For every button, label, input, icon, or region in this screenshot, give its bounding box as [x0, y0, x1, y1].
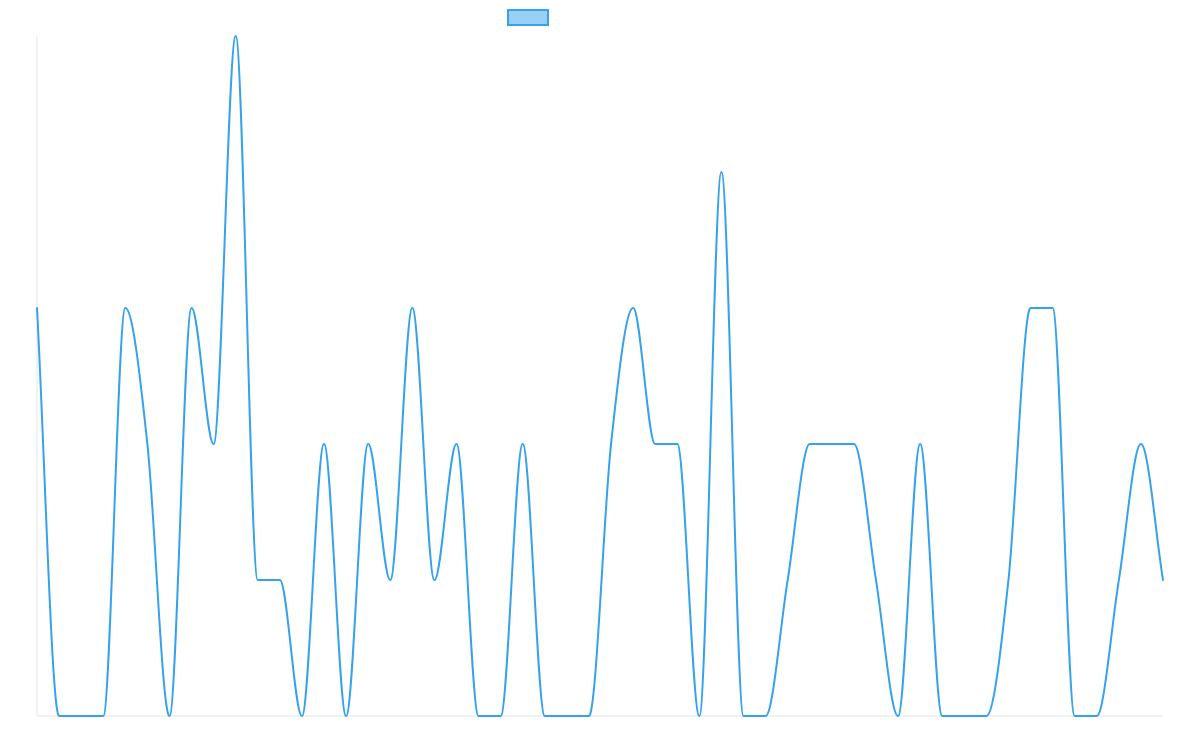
series-line-0 [36, 35, 1164, 717]
legend[interactable] [507, 9, 549, 26]
series-layer [36, 35, 1164, 717]
legend-swatch[interactable] [507, 9, 549, 26]
